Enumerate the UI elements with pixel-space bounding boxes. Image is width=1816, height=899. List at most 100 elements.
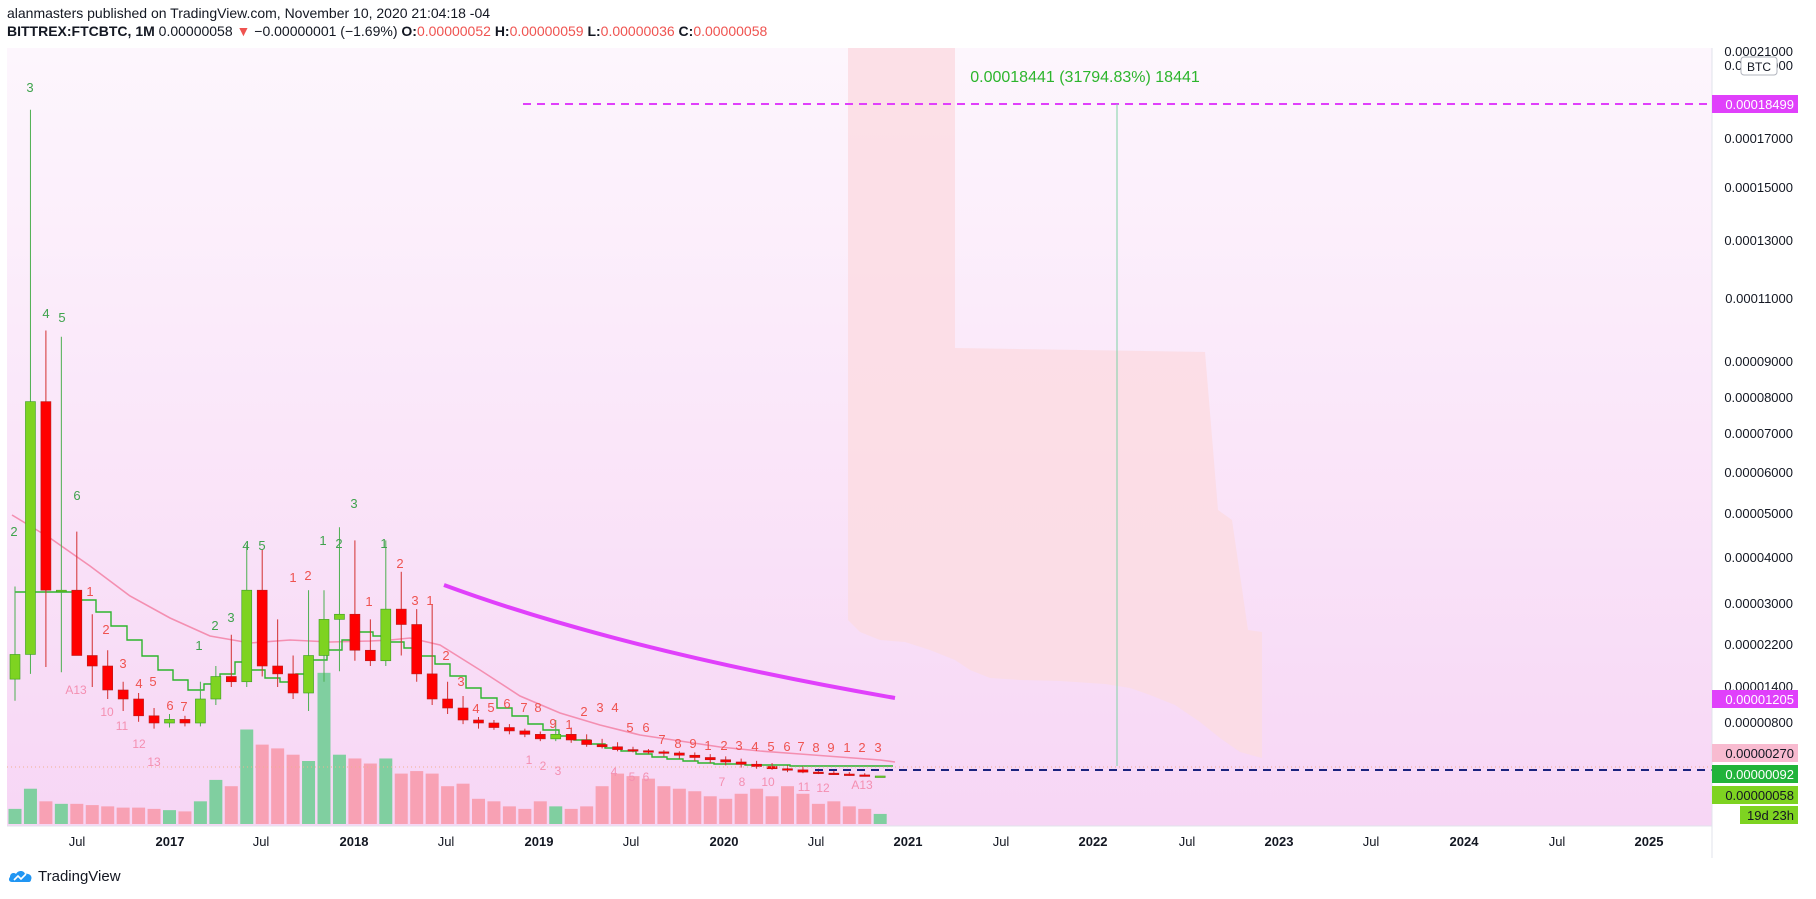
candle-body [751, 763, 762, 767]
price-tag [1740, 806, 1798, 824]
volume-bar [394, 773, 408, 824]
price-axis-label: 0.00015000 [1724, 180, 1793, 195]
sequence-label: 1 [289, 570, 296, 585]
time-axis-label: Jul [69, 834, 86, 849]
ohlc-line: BITTREX:FTCBTC, 1M 0.00000058 ▼ −0.00000… [7, 22, 767, 40]
candle-body [318, 619, 330, 656]
volume-bar [363, 763, 377, 824]
count-label: 13 [147, 755, 161, 769]
volume-bar [472, 798, 485, 824]
price-axis-label: 0.00009000 [1724, 354, 1793, 369]
sequence-label: 3 [457, 674, 464, 689]
price-axis-label: 0.00006000 [1724, 465, 1793, 480]
sequence-label: 2 [211, 618, 218, 633]
sequence-label: 6 [166, 698, 173, 713]
candle-body [303, 655, 314, 694]
volume-bar [39, 801, 53, 824]
sequence-label: 1 [319, 533, 326, 548]
sequence-label: 3 [119, 656, 126, 671]
sequence-label: 4 [42, 306, 49, 321]
candle-body [643, 750, 654, 753]
sequence-label: 3 [26, 80, 33, 95]
tradingview-logo-icon [8, 870, 32, 882]
sequence-label: 5 [149, 674, 156, 689]
volume-bar [23, 788, 37, 824]
volume-bar [580, 806, 594, 824]
count-label: 4 [611, 765, 618, 779]
count-label: 2 [540, 759, 547, 773]
count-label: A13 [65, 683, 87, 697]
volume-bar [317, 672, 331, 824]
volume-bar [626, 776, 640, 824]
price-tags: 0.00018499 0.00001205 0.00000270 0.00000092… [1712, 95, 1798, 824]
count-label: 11 [798, 780, 811, 794]
open-label: O: [401, 23, 417, 39]
volume-bar [796, 793, 810, 824]
sequence-label: 4 [751, 739, 758, 754]
sequence-label: 3 [411, 593, 418, 608]
candle-body [102, 665, 113, 691]
candle-body [148, 715, 160, 724]
time-axis-label: 2017 [156, 834, 185, 849]
sequence-label: 4 [135, 676, 142, 691]
candle-body [56, 589, 67, 593]
sequence-label: 6 [783, 739, 790, 754]
candle-body [117, 689, 129, 700]
sequence-label: 2 [580, 704, 587, 719]
volume-bar [425, 773, 439, 824]
candle-body [287, 673, 299, 694]
candle-body [210, 676, 222, 700]
candle-body [40, 401, 52, 591]
sequence-label: 5 [258, 538, 265, 553]
low-value: 0.00000036 [600, 23, 675, 39]
count-label: 8 [739, 775, 746, 789]
volume-bar [611, 773, 625, 824]
currency-badge [1740, 56, 1778, 76]
volume-bar [549, 806, 563, 824]
sequence-label: 3 [227, 610, 234, 625]
volume-bar [719, 798, 733, 824]
price-tag-text: 0.00000058 [1725, 788, 1794, 803]
volume-bar [332, 754, 346, 824]
sequence-label: 1 [365, 594, 372, 609]
sequence-label: 7 [520, 700, 527, 715]
price-axis-label: 0.00007000 [1724, 426, 1793, 441]
candle-body [504, 727, 515, 732]
volume-bar [147, 808, 161, 824]
time-axis-label: 2024 [1450, 834, 1480, 849]
sequence-label: 8 [812, 740, 819, 755]
candle-body [596, 744, 608, 748]
price-tag-text: 0.00000092 [1725, 767, 1794, 782]
volume-bar [101, 806, 115, 824]
count-label: 12 [816, 781, 830, 795]
candle-body [735, 761, 747, 765]
time-axis-label: 2019 [525, 834, 554, 849]
brand-footer[interactable]: TradingView [8, 868, 121, 885]
price-axis[interactable]: 0.000210000.000190000.000170000.00015000… [1724, 44, 1793, 730]
close-value: 0.00000058 [693, 23, 768, 39]
high-value: 0.00000059 [509, 23, 584, 39]
volume-bar [564, 808, 578, 824]
candle-body [720, 759, 732, 763]
price-axis-label: 0.00011000 [1725, 291, 1793, 306]
time-axis-label: 2021 [894, 834, 923, 849]
candle-body [442, 698, 453, 709]
time-axis[interactable]: Jul 2017 Jul 2018 Jul 2019 Jul 2020 Jul 2021 Jul 20… [69, 834, 1664, 849]
candle-body [164, 719, 175, 724]
time-axis-label: Jul [253, 834, 270, 849]
symbol-label[interactable]: BITTREX:FTCBTC, 1M [7, 23, 155, 39]
projection-zone [848, 48, 1262, 758]
sequence-label: 6 [642, 720, 649, 735]
open-value: 0.00000052 [416, 23, 491, 39]
sequence-label: 1 [86, 584, 93, 599]
count-label: A13 [851, 778, 873, 792]
price-tag-text: 0.00000270 [1725, 746, 1794, 761]
sequence-label: 2 [10, 524, 17, 539]
candle-body [195, 698, 206, 724]
sequence-label: 2 [442, 648, 449, 663]
sequence-label: 7 [797, 739, 804, 754]
projection-zone-shape [848, 48, 1262, 758]
sequence-label: 2 [102, 622, 109, 637]
volume-bar [827, 801, 841, 824]
